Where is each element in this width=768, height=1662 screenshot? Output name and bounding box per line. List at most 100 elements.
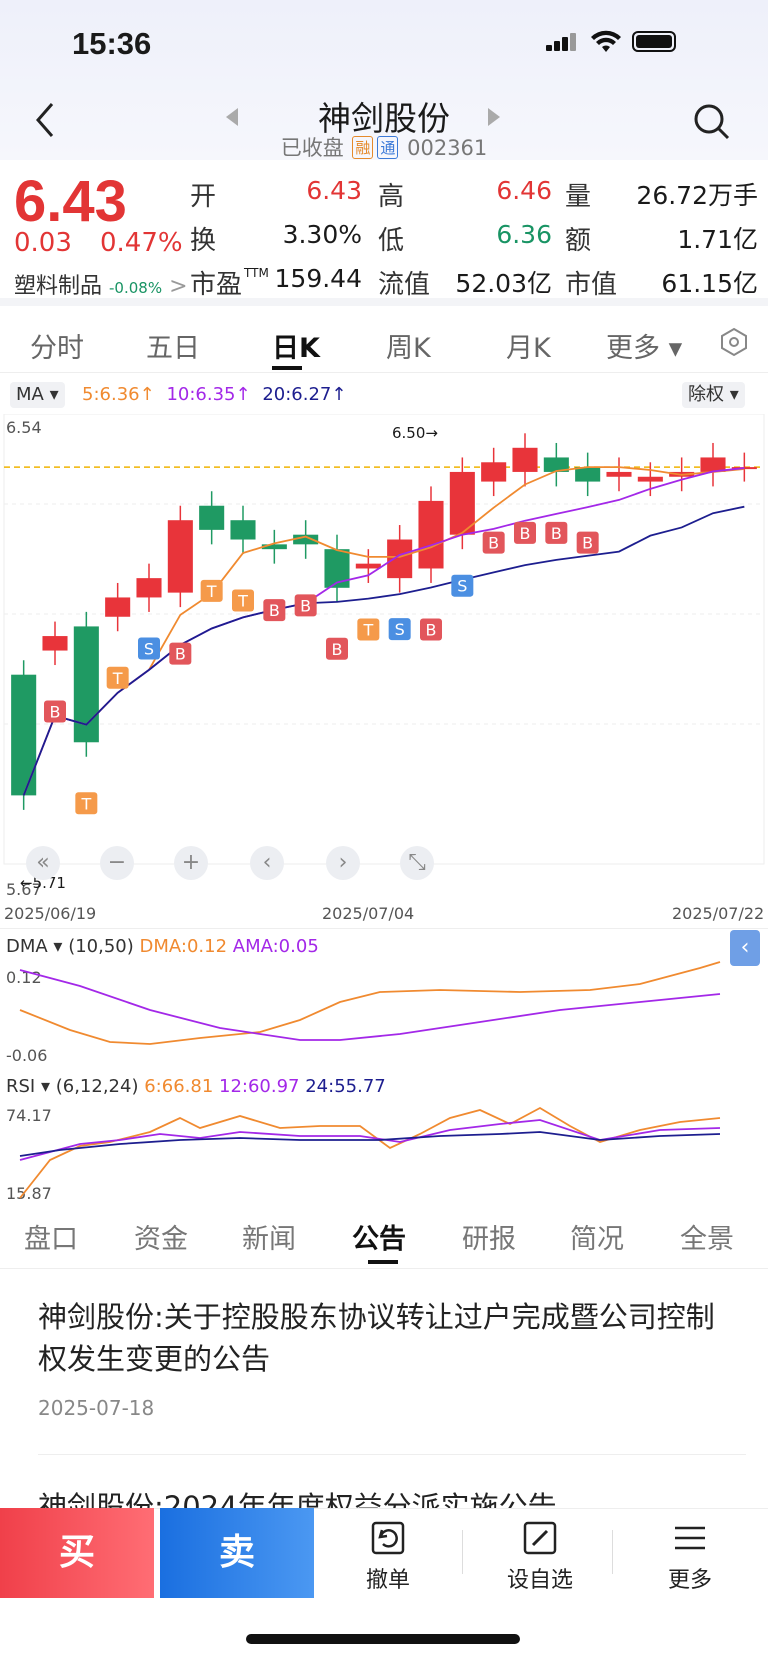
signal-icon [546,33,576,51]
panel-expand-button[interactable]: ‹ [730,930,760,966]
trade-marker-label: T [80,794,91,813]
trade-marker[interactable]: B [482,531,505,554]
candle-body [42,636,68,651]
sell-button[interactable]: 卖 [160,1508,314,1598]
pan-left-button[interactable]: ‹ [250,846,284,880]
sector-change: -0.08% [109,279,163,297]
rsi-ymin: 15.87 [6,1184,52,1203]
date-start: 2025/06/19 [4,904,97,923]
trade-marker-label: T [362,620,373,639]
trade-marker[interactable]: B [545,521,568,544]
trade-marker[interactable]: B [514,521,536,544]
info-tab-1[interactable]: 资金 [134,1224,188,1255]
back-button[interactable] [30,100,60,140]
stat-label: 换 [190,226,217,256]
chart-tab-2[interactable]: 日K [272,333,320,364]
info-tab-2[interactable]: 新闻 [242,1224,296,1255]
trade-marker[interactable]: B [169,642,192,665]
candle-body [575,467,601,482]
fullscreen-button[interactable]: ⤡ [400,846,434,880]
fq-selector[interactable]: 除权 ▾ [682,382,745,408]
trade-marker[interactable]: T [357,618,380,641]
sector-link[interactable]: 塑料制品 -0.08% > [14,274,188,299]
chart-tab-5[interactable]: 更多 ▾ [606,333,683,364]
info-tab-3[interactable]: 公告 [352,1224,406,1255]
stat-value: 26.72万手 [636,181,758,210]
info-tab-0[interactable]: 盘口 [24,1224,78,1255]
cancel-order-button[interactable]: 撤单 [328,1508,448,1594]
trade-marker[interactable]: B [326,637,348,660]
zoom-left-end-button[interactable]: « [26,846,60,880]
candle-body [11,674,37,796]
trade-marker[interactable]: S [138,637,160,660]
buy-button[interactable]: 买 [0,1508,154,1598]
search-icon[interactable] [692,102,732,142]
rsi12-value: 12:60.97 [219,1076,300,1097]
ma5-arrow: ↑ [139,384,155,405]
candle-body [293,534,319,545]
prev-stock-button[interactable] [226,108,238,126]
dma-header: DMA ▾ (10,50) DMA:0.12 AMA:0.05 [6,936,319,957]
stat-value: 6.46 [496,176,552,205]
rsi6-value: 6:66.81 [144,1076,214,1097]
news-item-title[interactable]: 神剑股份:关于控股股东协议转让过户完成暨公司控制权发生变更的公告 [38,1300,715,1376]
ma-selector[interactable]: MA ▾ [10,382,65,408]
next-stock-button[interactable] [488,108,500,126]
high-mark-value: 6.50 [392,424,426,442]
zoom-in-button[interactable]: + [174,846,208,880]
dma-chart [19,961,721,1045]
trade-marker[interactable]: S [388,618,411,641]
news-item-title-2[interactable]: 神剑股份:2024年年度权益分派实施公告 [38,1490,557,1508]
trade-marker[interactable]: S [451,574,474,597]
add-watchlist-button[interactable]: 设自选 [480,1508,600,1594]
trade-marker[interactable]: B [294,594,317,617]
trade-marker[interactable]: B [263,599,286,622]
chart-tab-4[interactable]: 月K [506,333,551,364]
trade-marker-label: B [426,620,437,639]
kline-ymax: 6.54 [6,418,42,437]
trade-marker-label: B [520,524,531,543]
trade-marker-label: T [237,592,248,611]
ma-values: 5:6.36↑ 10:6.35↑ 20:6.27↑ [82,384,346,405]
dma-selector[interactable]: DMA ▾ [6,936,63,957]
trade-marker[interactable]: T [200,579,223,602]
settings-hex-icon[interactable] [718,326,750,358]
current-price: 6.43 [14,169,127,234]
chart-tab-0[interactable]: 分时 [30,333,84,364]
ma10-arrow: ↑ [235,384,251,405]
info-tab-5[interactable]: 简况 [570,1224,624,1255]
trade-marker[interactable]: B [44,700,66,723]
rsi-selector[interactable]: RSI ▾ [6,1076,50,1097]
chevron-left-icon [36,103,54,137]
chart-tab-3[interactable]: 周K [386,333,431,364]
trade-marker[interactable]: B [420,618,442,641]
trade-marker[interactable]: T [106,666,129,689]
dma-value: DMA:0.12 [139,936,228,957]
info-tab-4[interactable]: 研报 [462,1224,516,1255]
stat-label: 额 [565,226,592,256]
candle-body [355,563,381,569]
trade-marker-label: B [551,524,562,543]
ma20-line [22,505,745,796]
more-button[interactable]: 更多 [630,1508,750,1594]
candle-body [512,447,538,472]
rsi-params: (6,12,24) [55,1076,139,1097]
ma10-line [22,467,745,796]
zoom-out-button[interactable]: − [100,846,134,880]
info-tab-6[interactable]: 全景 [680,1224,734,1255]
high-mark: 6.50→ [392,424,438,442]
trade-marker[interactable]: T [75,792,98,815]
trade-marker[interactable]: T [232,589,254,612]
date-end: 2025/07/22 [672,904,765,923]
chart-tab-1[interactable]: 五日 [146,333,200,364]
stock-subtitle: 已收盘 融通 002361 [0,132,768,162]
stat-label-sup: TTM [244,266,269,280]
stat-value: 1.71亿 [677,225,758,254]
stat-label: 开 [190,182,217,212]
pan-right-button[interactable]: › [326,846,360,880]
status-time: 15:36 [72,26,152,61]
trade-marker[interactable]: B [576,531,599,554]
ma10-value: 10:6.35 [166,384,236,405]
trade-marker-label: T [206,582,217,601]
